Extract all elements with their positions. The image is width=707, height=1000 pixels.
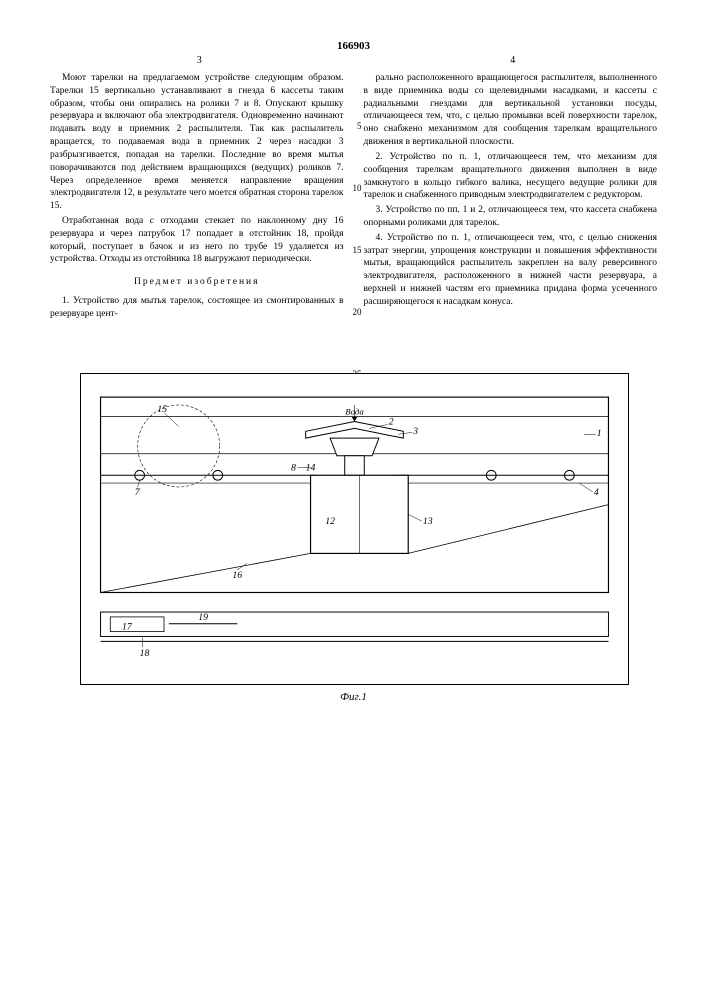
callout: 15 [157,403,167,414]
line-num: 10 [353,182,362,194]
callout: 17 [122,621,133,632]
water-label: Вода [345,406,364,416]
line-num: 5 [357,120,362,132]
figure-label: Фиг.1 [80,691,627,703]
paragraph: Моют тарелки на предлагаемом устройстве … [50,72,344,213]
right-col-number: 4 [510,54,515,68]
figure-area: Вода 15 2 3 1 4 7 8 14 12 [50,373,657,703]
claim: 1. Устройство для мытья тарелок, состоящ… [50,295,344,321]
callout: 12 [325,516,335,527]
plate-outline [138,405,220,487]
sprayer-receiver [330,438,379,456]
callout: 8 [291,462,296,473]
claim: 3. Устройство по пп. 1 и 2, отличающееся… [364,204,658,230]
text-columns: 3 Моют тарелки на предлагаемом устройств… [50,72,657,323]
callout: 13 [423,516,433,527]
callout: 2 [389,416,394,427]
sprayer-shaft [345,455,365,475]
figure-frame: Вода 15 2 3 1 4 7 8 14 12 [80,373,629,685]
line-num: 15 [353,244,362,256]
left-col-number: 3 [197,54,202,68]
line-num: 20 [353,306,362,318]
callout: 4 [594,486,599,497]
right-column: 4 5 10 15 20 25 рально расположенного вр… [364,72,658,323]
claim: 2. Устройство по п. 1, отличающееся тем,… [364,151,658,202]
outlet-box [110,617,164,632]
callout: 14 [306,462,316,473]
section-title: Предмет изобретения [50,276,344,289]
document-number: 166903 [50,40,657,52]
callout: 18 [140,648,150,659]
left-column: 3 Моют тарелки на предлагаемом устройств… [50,72,344,323]
inclined-bottom [408,504,608,553]
figure-svg: Вода 15 2 3 1 4 7 8 14 12 [81,374,628,684]
callout: 16 [232,569,242,580]
paragraph: Отработанная вода с отходами стекает по … [50,215,344,266]
arrow-head [352,416,358,421]
claim: 4. Устройство по п. 1, отличающееся тем,… [364,232,658,309]
callout: 19 [198,611,208,622]
callout: 1 [597,428,602,439]
inclined-bottom [101,553,311,592]
callout: 3 [412,426,418,437]
claim-continuation: рально расположенного вращающегося распы… [364,72,658,149]
callout: 7 [135,486,141,497]
